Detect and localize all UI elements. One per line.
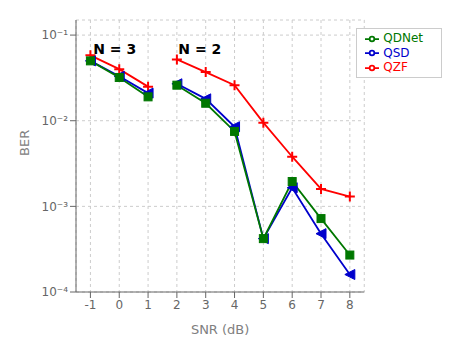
svg-text:10⁻¹: 10⁻¹ xyxy=(42,28,69,42)
html-text:QZF: QZF xyxy=(383,60,408,74)
svg-text:-1: -1 xyxy=(84,298,96,312)
svg-text:10⁻²: 10⁻² xyxy=(42,114,69,128)
svg-text:4: 4 xyxy=(231,298,239,312)
html-text:QSD: QSD xyxy=(383,45,410,60)
svg-text:6: 6 xyxy=(288,298,296,312)
svg-text:8: 8 xyxy=(346,298,354,312)
svg-text:N = 3: N = 3 xyxy=(93,41,136,57)
html-text:QDNet: QDNet xyxy=(383,31,423,45)
svg-text:5: 5 xyxy=(260,298,268,312)
svg-text:3: 3 xyxy=(202,298,210,312)
svg-text:10⁻³: 10⁻³ xyxy=(42,200,69,214)
svg-text:1: 1 xyxy=(144,298,152,312)
svg-text:0: 0 xyxy=(115,298,123,312)
svg-text:2: 2 xyxy=(173,298,181,312)
svg-text:N = 2: N = 2 xyxy=(178,41,221,57)
svg-text:BER: BER xyxy=(17,130,32,156)
svg-text:SNR (dB): SNR (dB) xyxy=(191,322,249,337)
svg-text:10⁻⁴: 10⁻⁴ xyxy=(42,285,69,299)
svg-text:7: 7 xyxy=(317,298,325,312)
